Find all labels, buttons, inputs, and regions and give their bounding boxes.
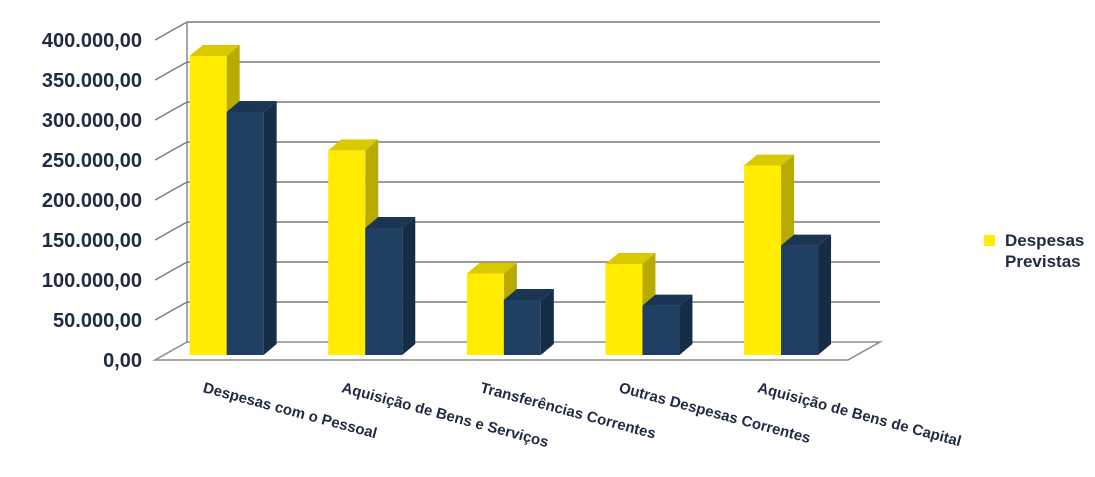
bar-side	[540, 289, 554, 355]
bar-front	[226, 112, 264, 355]
bar-front	[503, 300, 541, 355]
y-tick-label: 300.000,00	[42, 110, 142, 132]
bar-front	[781, 245, 819, 355]
y-tick-label: 350.000,00	[42, 70, 142, 92]
bar-top	[189, 45, 240, 56]
bar-front	[466, 273, 504, 355]
gridline-depth	[154, 61, 188, 81]
bar-front	[328, 150, 366, 355]
bar	[226, 101, 277, 355]
bar-top	[781, 234, 832, 246]
y-tick-label: 400.000,00	[42, 30, 142, 52]
y-axis-ticks: 0,00 50.000,00 100.000,00 150.000,00 200.000…	[42, 30, 142, 372]
bar-side	[679, 294, 693, 355]
bar	[466, 262, 517, 355]
y-tick-label: 0,00	[103, 350, 142, 372]
bar-top	[365, 217, 416, 228]
bar-top	[605, 253, 656, 264]
y-tick-label: 50.000,00	[53, 310, 142, 332]
bar-front	[365, 228, 403, 355]
bar-top	[466, 262, 517, 274]
gridline-depth	[154, 221, 188, 241]
bar	[365, 217, 416, 355]
gridline-depth	[154, 301, 188, 321]
bar-front	[642, 305, 680, 355]
y-tick-label: 200.000,00	[42, 190, 142, 212]
bar-top	[328, 139, 379, 151]
gridline-depth	[154, 101, 188, 121]
bar-front	[744, 165, 782, 355]
bar-front	[189, 56, 227, 355]
bar-side	[402, 217, 416, 355]
bar-top	[744, 154, 795, 166]
gridline-depth	[154, 261, 188, 281]
gridlines	[152, 21, 883, 361]
legend-label-despesas-previstas: Despesas Previstas	[1005, 231, 1085, 271]
y-tick-label: 100.000,00	[42, 270, 142, 292]
gridline-depth	[154, 21, 188, 41]
bar	[781, 234, 832, 355]
bar-side	[818, 234, 832, 355]
gridline-depth	[154, 181, 188, 201]
legend-swatch-despesas-previstas	[984, 235, 995, 246]
floor	[152, 341, 883, 361]
gridline-depth	[154, 141, 188, 161]
bar	[503, 289, 554, 355]
bar	[642, 294, 693, 355]
bar-side	[263, 101, 277, 355]
bar-top	[642, 294, 693, 306]
y-tick-label: 250.000,00	[42, 150, 142, 172]
bars	[189, 45, 832, 355]
bar-front	[605, 264, 643, 355]
y-tick-label: 150.000,00	[42, 230, 142, 252]
bar-top	[226, 101, 277, 112]
bar-top	[503, 289, 554, 300]
